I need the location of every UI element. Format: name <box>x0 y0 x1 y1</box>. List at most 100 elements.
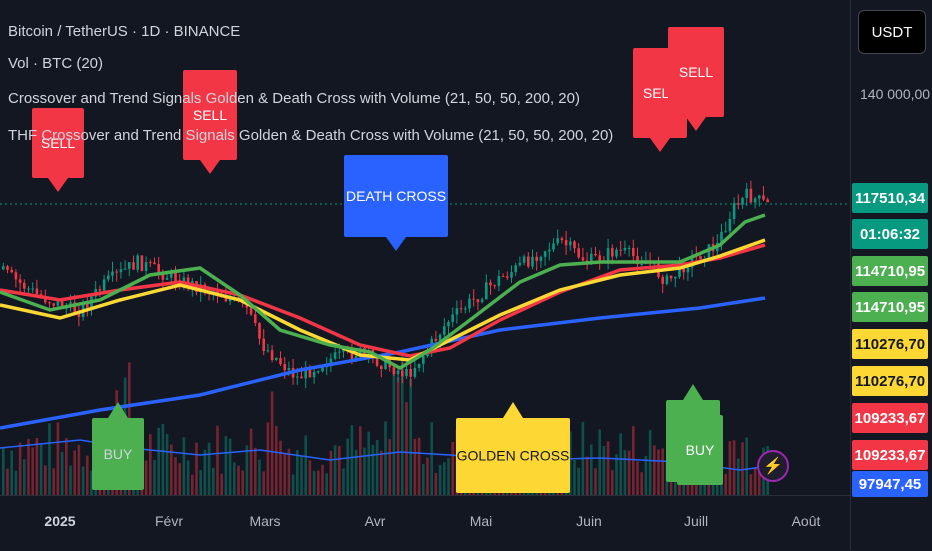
thf-crossover-indicator-legend[interactable]: THF Crossover and Trend Signals Golden &… <box>8 127 614 144</box>
volume-bar <box>636 461 639 495</box>
volume-bar <box>14 470 18 495</box>
volume-bar <box>615 454 618 495</box>
candle <box>699 255 702 260</box>
ma-21-line <box>0 213 766 371</box>
ma-yellow-tag: 110276,70 <box>852 329 928 359</box>
candle <box>23 282 26 289</box>
ma-200-line <box>0 296 766 430</box>
date-label: 2025 <box>44 513 76 529</box>
crossover-indicator-legend[interactable]: Crossover and Trend Signals Golden & Dea… <box>8 90 580 107</box>
volume-bar <box>405 402 408 495</box>
ma-red-tag: 109233,67 <box>852 403 928 433</box>
candle <box>266 350 270 352</box>
date-label: Juin <box>576 513 602 529</box>
candle <box>678 263 681 277</box>
volume-bar <box>60 451 64 495</box>
candle <box>174 272 177 283</box>
candle <box>497 276 501 286</box>
candle <box>384 358 387 370</box>
volume-bar <box>287 448 291 495</box>
ma-red-tag-2: 109233,67 <box>852 440 928 470</box>
volume-bar <box>153 460 156 495</box>
volume-bar <box>388 439 391 495</box>
candle <box>258 322 261 339</box>
volume-bar <box>333 445 337 495</box>
volume-bar <box>644 455 648 495</box>
candle <box>262 338 265 352</box>
candle <box>317 371 320 373</box>
candle <box>489 282 492 286</box>
candle <box>598 255 601 261</box>
volume-indicator-legend[interactable]: Vol · BTC (20) <box>8 55 104 72</box>
volume-bar <box>254 447 257 495</box>
candle <box>732 203 736 219</box>
volume-bar <box>598 429 601 495</box>
volume-bar <box>27 438 30 495</box>
lightning-bolt-icon[interactable]: ⚡ <box>757 450 789 482</box>
volume-bar <box>149 434 152 495</box>
volume-bar <box>585 456 589 495</box>
candle <box>522 256 526 263</box>
candle <box>464 308 467 310</box>
volume-bar <box>606 441 610 495</box>
candle <box>6 266 9 270</box>
candle <box>581 257 585 261</box>
volume-bar <box>653 445 656 495</box>
candle <box>518 262 522 266</box>
volume-bar <box>56 422 60 495</box>
time-axis[interactable] <box>0 495 850 551</box>
volume-bar <box>438 464 442 495</box>
volume-bar <box>212 468 215 495</box>
volume-bar <box>165 433 169 495</box>
candle <box>485 282 488 300</box>
candle <box>531 256 534 267</box>
candle <box>128 262 131 269</box>
volume-bar <box>602 445 606 495</box>
volume-bar <box>741 442 744 495</box>
price-tick: 140 000,00 <box>860 86 931 102</box>
volume-bar <box>224 436 228 495</box>
sell-signal: SELL <box>32 108 84 192</box>
volume-bar <box>157 427 160 495</box>
candle <box>48 302 51 304</box>
candle <box>443 326 446 335</box>
candle <box>434 338 438 341</box>
candle <box>308 367 312 378</box>
candle <box>573 241 576 249</box>
candle <box>438 334 442 341</box>
volume-bar <box>199 470 202 495</box>
candle <box>321 367 324 372</box>
volume-bar <box>732 440 736 495</box>
candle <box>669 275 673 279</box>
candle <box>60 300 64 309</box>
candle <box>472 298 475 300</box>
candle <box>283 364 286 371</box>
currency-button[interactable]: USDT <box>858 10 926 54</box>
sell-signal: SELL <box>183 70 237 174</box>
candle <box>52 303 55 306</box>
candle <box>409 368 412 377</box>
volume-bar <box>749 474 753 495</box>
volume-bar <box>170 444 173 495</box>
volume-bar <box>279 440 282 495</box>
volume-bar <box>65 438 68 495</box>
date-label: Avr <box>364 513 386 529</box>
volume-bar <box>422 463 425 495</box>
volume-bar <box>308 460 312 495</box>
candle <box>149 262 152 264</box>
candle <box>543 251 547 257</box>
candle <box>753 198 757 203</box>
volume-bar <box>396 377 400 495</box>
candle <box>514 265 517 273</box>
volume-bar <box>81 466 85 495</box>
candle <box>73 302 76 314</box>
countdown-tag: 01:06:32 <box>852 219 928 249</box>
candle <box>304 367 307 379</box>
candle <box>44 296 47 303</box>
candle <box>476 299 480 303</box>
candle <box>119 269 123 273</box>
candle <box>552 243 555 250</box>
volume-bar <box>661 448 664 495</box>
candle <box>123 268 127 270</box>
